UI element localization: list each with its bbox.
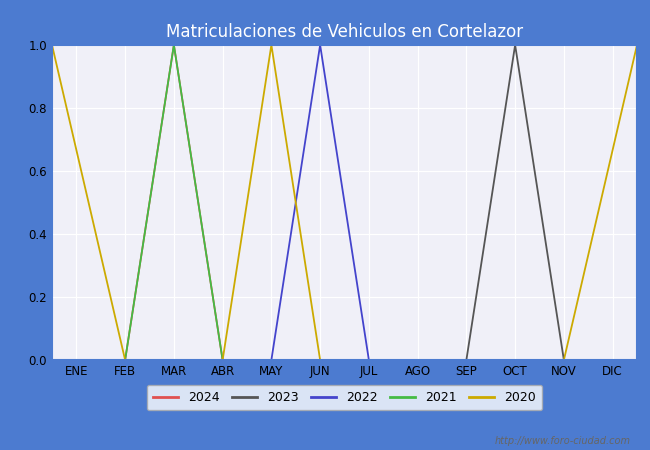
- 2021: [170, 42, 178, 48]
- 2024: [170, 42, 178, 48]
- Line: 2024: 2024: [125, 45, 222, 360]
- 2021: [121, 357, 129, 363]
- 2022: [316, 42, 324, 48]
- Line: 2021: 2021: [125, 45, 222, 360]
- 2024: [218, 357, 227, 363]
- 2020: [268, 42, 276, 48]
- 2024: [121, 357, 129, 363]
- Title: Matriculaciones de Vehiculos en Cortelazor: Matriculaciones de Vehiculos en Cortelaz…: [166, 22, 523, 40]
- 2020: [48, 42, 56, 48]
- Line: 2023: 2023: [467, 45, 564, 360]
- 2021: [218, 357, 227, 363]
- 2020: [560, 357, 568, 363]
- Legend: 2024, 2023, 2022, 2021, 2020: 2024, 2023, 2022, 2021, 2020: [147, 385, 542, 410]
- 2020: [218, 357, 227, 363]
- Text: http://www.foro-ciudad.com: http://www.foro-ciudad.com: [495, 436, 630, 446]
- Line: 2020: 2020: [52, 45, 637, 360]
- 2020: [121, 357, 129, 363]
- 2020: [633, 42, 641, 48]
- 2023: [463, 357, 471, 363]
- 2022: [268, 357, 276, 363]
- 2020: [316, 357, 324, 363]
- 2023: [511, 42, 519, 48]
- 2023: [560, 357, 568, 363]
- 2022: [365, 357, 373, 363]
- Line: 2022: 2022: [272, 45, 369, 360]
